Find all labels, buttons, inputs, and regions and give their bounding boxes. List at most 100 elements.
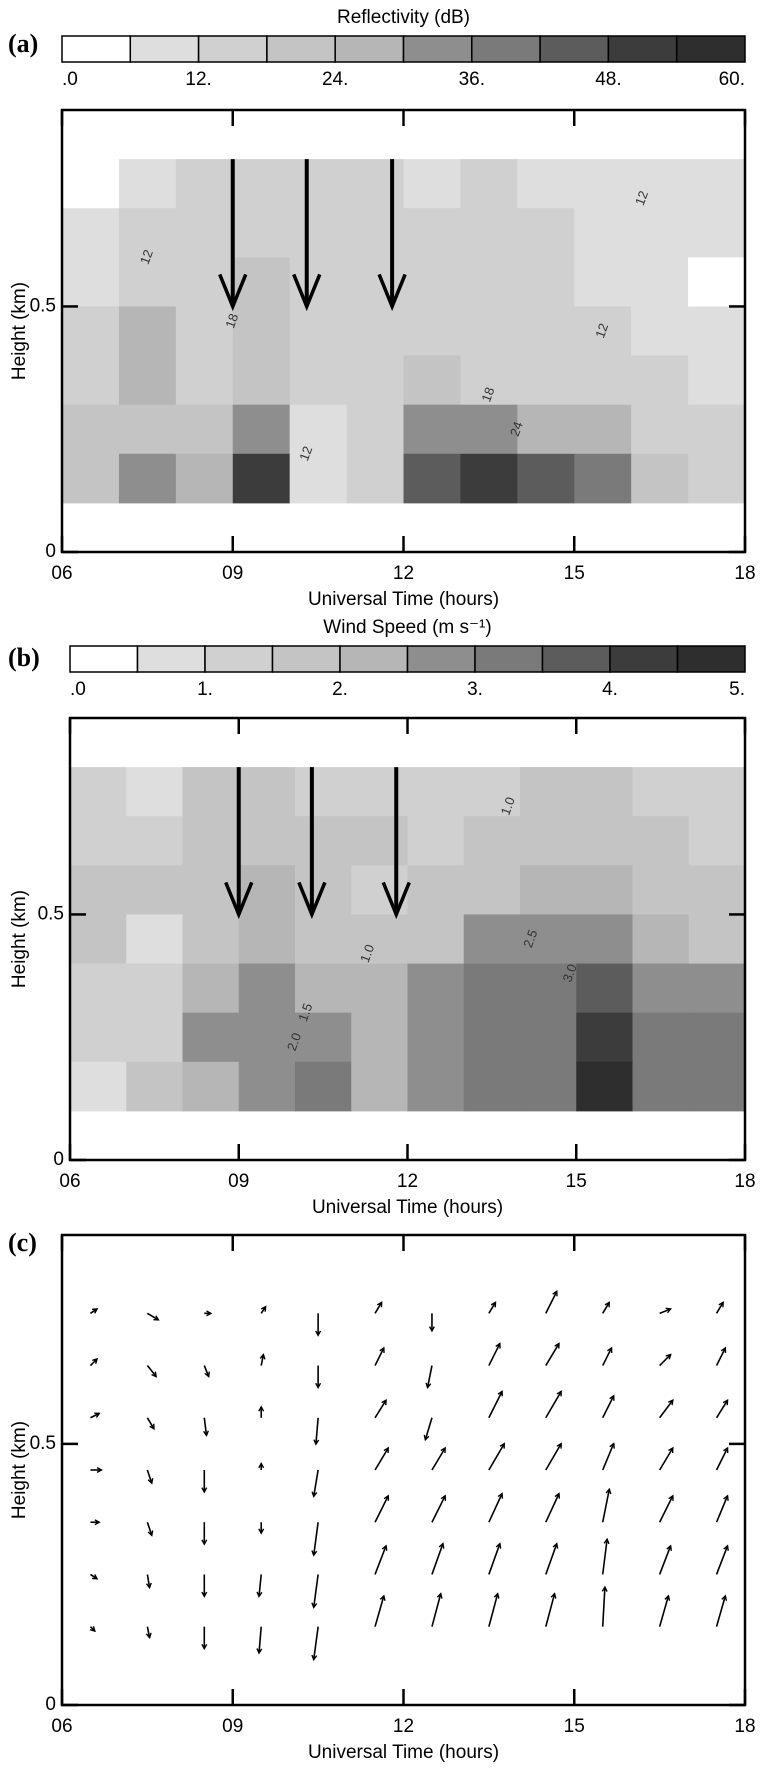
contour-label: 12 <box>632 189 651 208</box>
wind-vector <box>488 1390 503 1419</box>
event-arrow <box>377 159 407 312</box>
vector-shaft <box>658 1595 670 1627</box>
wind-vector <box>146 1365 158 1378</box>
colorbar-swatch <box>474 645 544 673</box>
field-cell <box>295 816 352 866</box>
wind-vector <box>90 1519 101 1526</box>
field-cell <box>460 159 518 209</box>
vector-head <box>92 1357 99 1364</box>
vector-shaft <box>146 1574 151 1588</box>
vector-head <box>151 1371 158 1378</box>
field-cell <box>520 1012 577 1063</box>
vector-shaft <box>146 1417 155 1430</box>
colorbar-swatch <box>539 35 610 63</box>
vector-shaft <box>659 1308 671 1315</box>
wind-vector <box>90 1412 101 1419</box>
vector-head <box>607 1346 613 1353</box>
y-tick-label: 0.5 <box>30 1433 56 1454</box>
vector-head <box>665 1307 672 1314</box>
wind-vector <box>256 1626 263 1655</box>
field-cell <box>238 1012 296 1063</box>
wind-vector <box>715 1594 728 1627</box>
field-cell <box>175 355 234 406</box>
wind-vector <box>90 1466 103 1474</box>
x-axis-title: Universal Time (hours) <box>308 1742 499 1763</box>
vector-head <box>92 1574 99 1580</box>
vector-shaft <box>312 1626 319 1660</box>
contour-label: 12 <box>592 321 611 340</box>
vector-head <box>550 1592 557 1599</box>
vector-shaft <box>431 1447 446 1471</box>
field-cell <box>688 914 745 965</box>
vector-shaft <box>545 1443 562 1471</box>
field-cell <box>70 1012 127 1063</box>
colorbar-tick-label: .0 <box>62 69 78 90</box>
vector-shaft <box>715 1399 729 1419</box>
colorbar-swatch <box>334 35 405 63</box>
field-cell <box>632 914 690 965</box>
field-cell <box>688 306 745 357</box>
y-tick-label: 0 <box>53 1149 64 1170</box>
plot-area <box>89 1290 729 1662</box>
wind-vector <box>374 1446 389 1471</box>
vector-head <box>428 1326 435 1333</box>
field-cell <box>463 1012 521 1063</box>
field-cell <box>517 208 575 258</box>
wind-vector <box>545 1442 562 1471</box>
vector-head <box>256 1648 263 1655</box>
field-cell <box>346 159 404 209</box>
vector-head <box>311 1550 318 1557</box>
vector-head <box>145 1582 152 1590</box>
vector-head <box>258 1461 265 1469</box>
vector-head <box>720 1346 727 1353</box>
wind-vector <box>311 1469 319 1498</box>
field-cell <box>517 257 575 307</box>
field-cell <box>403 257 461 307</box>
field-cell <box>688 355 745 406</box>
arrow-head <box>381 881 411 920</box>
vector-shaft <box>715 1301 724 1314</box>
vector-shaft <box>374 1347 385 1366</box>
colorbar-swatch <box>61 35 132 63</box>
field-cell <box>688 963 745 1014</box>
wind-vector <box>146 1417 155 1431</box>
vector-shaft <box>601 1395 615 1419</box>
x-tick-label: 09 <box>222 563 243 584</box>
field-cell <box>182 914 240 965</box>
field-cell <box>517 306 575 357</box>
wind-vector <box>658 1446 674 1471</box>
vector-shaft <box>545 1493 560 1523</box>
field-cell <box>632 865 690 915</box>
field-cell <box>126 914 183 965</box>
field-cell <box>517 355 575 406</box>
vector-shaft <box>659 1353 672 1367</box>
field-cell <box>407 914 465 965</box>
field-cell <box>175 404 234 455</box>
vector-head <box>665 1353 672 1360</box>
field-cell <box>118 404 177 455</box>
field-cell <box>407 1061 465 1112</box>
colorbar-tick-label: 4. <box>602 679 618 700</box>
wind-vector <box>146 1521 154 1537</box>
vector-head <box>603 1537 610 1545</box>
field-cell <box>70 1061 127 1112</box>
colorbar-tick-label: 24. <box>322 69 348 90</box>
vector-shaft <box>715 1595 727 1627</box>
x-tick-label: 18 <box>734 563 755 584</box>
vector-head <box>383 1446 389 1454</box>
wind-vector <box>258 1522 265 1535</box>
wind-vector <box>201 1470 208 1494</box>
vector-head <box>554 1342 560 1349</box>
vector-shaft <box>374 1447 389 1471</box>
field-cell <box>574 159 632 209</box>
arrow-head <box>377 273 407 312</box>
field-cell <box>403 306 461 357</box>
field-cell <box>576 1061 633 1112</box>
field-cell <box>688 1012 745 1063</box>
vector-head <box>92 1308 99 1314</box>
vector-head <box>204 1371 210 1378</box>
field-cell <box>289 159 348 209</box>
field-cell <box>520 1061 577 1112</box>
wind-vector <box>374 1301 383 1314</box>
vector-head <box>311 1491 318 1498</box>
